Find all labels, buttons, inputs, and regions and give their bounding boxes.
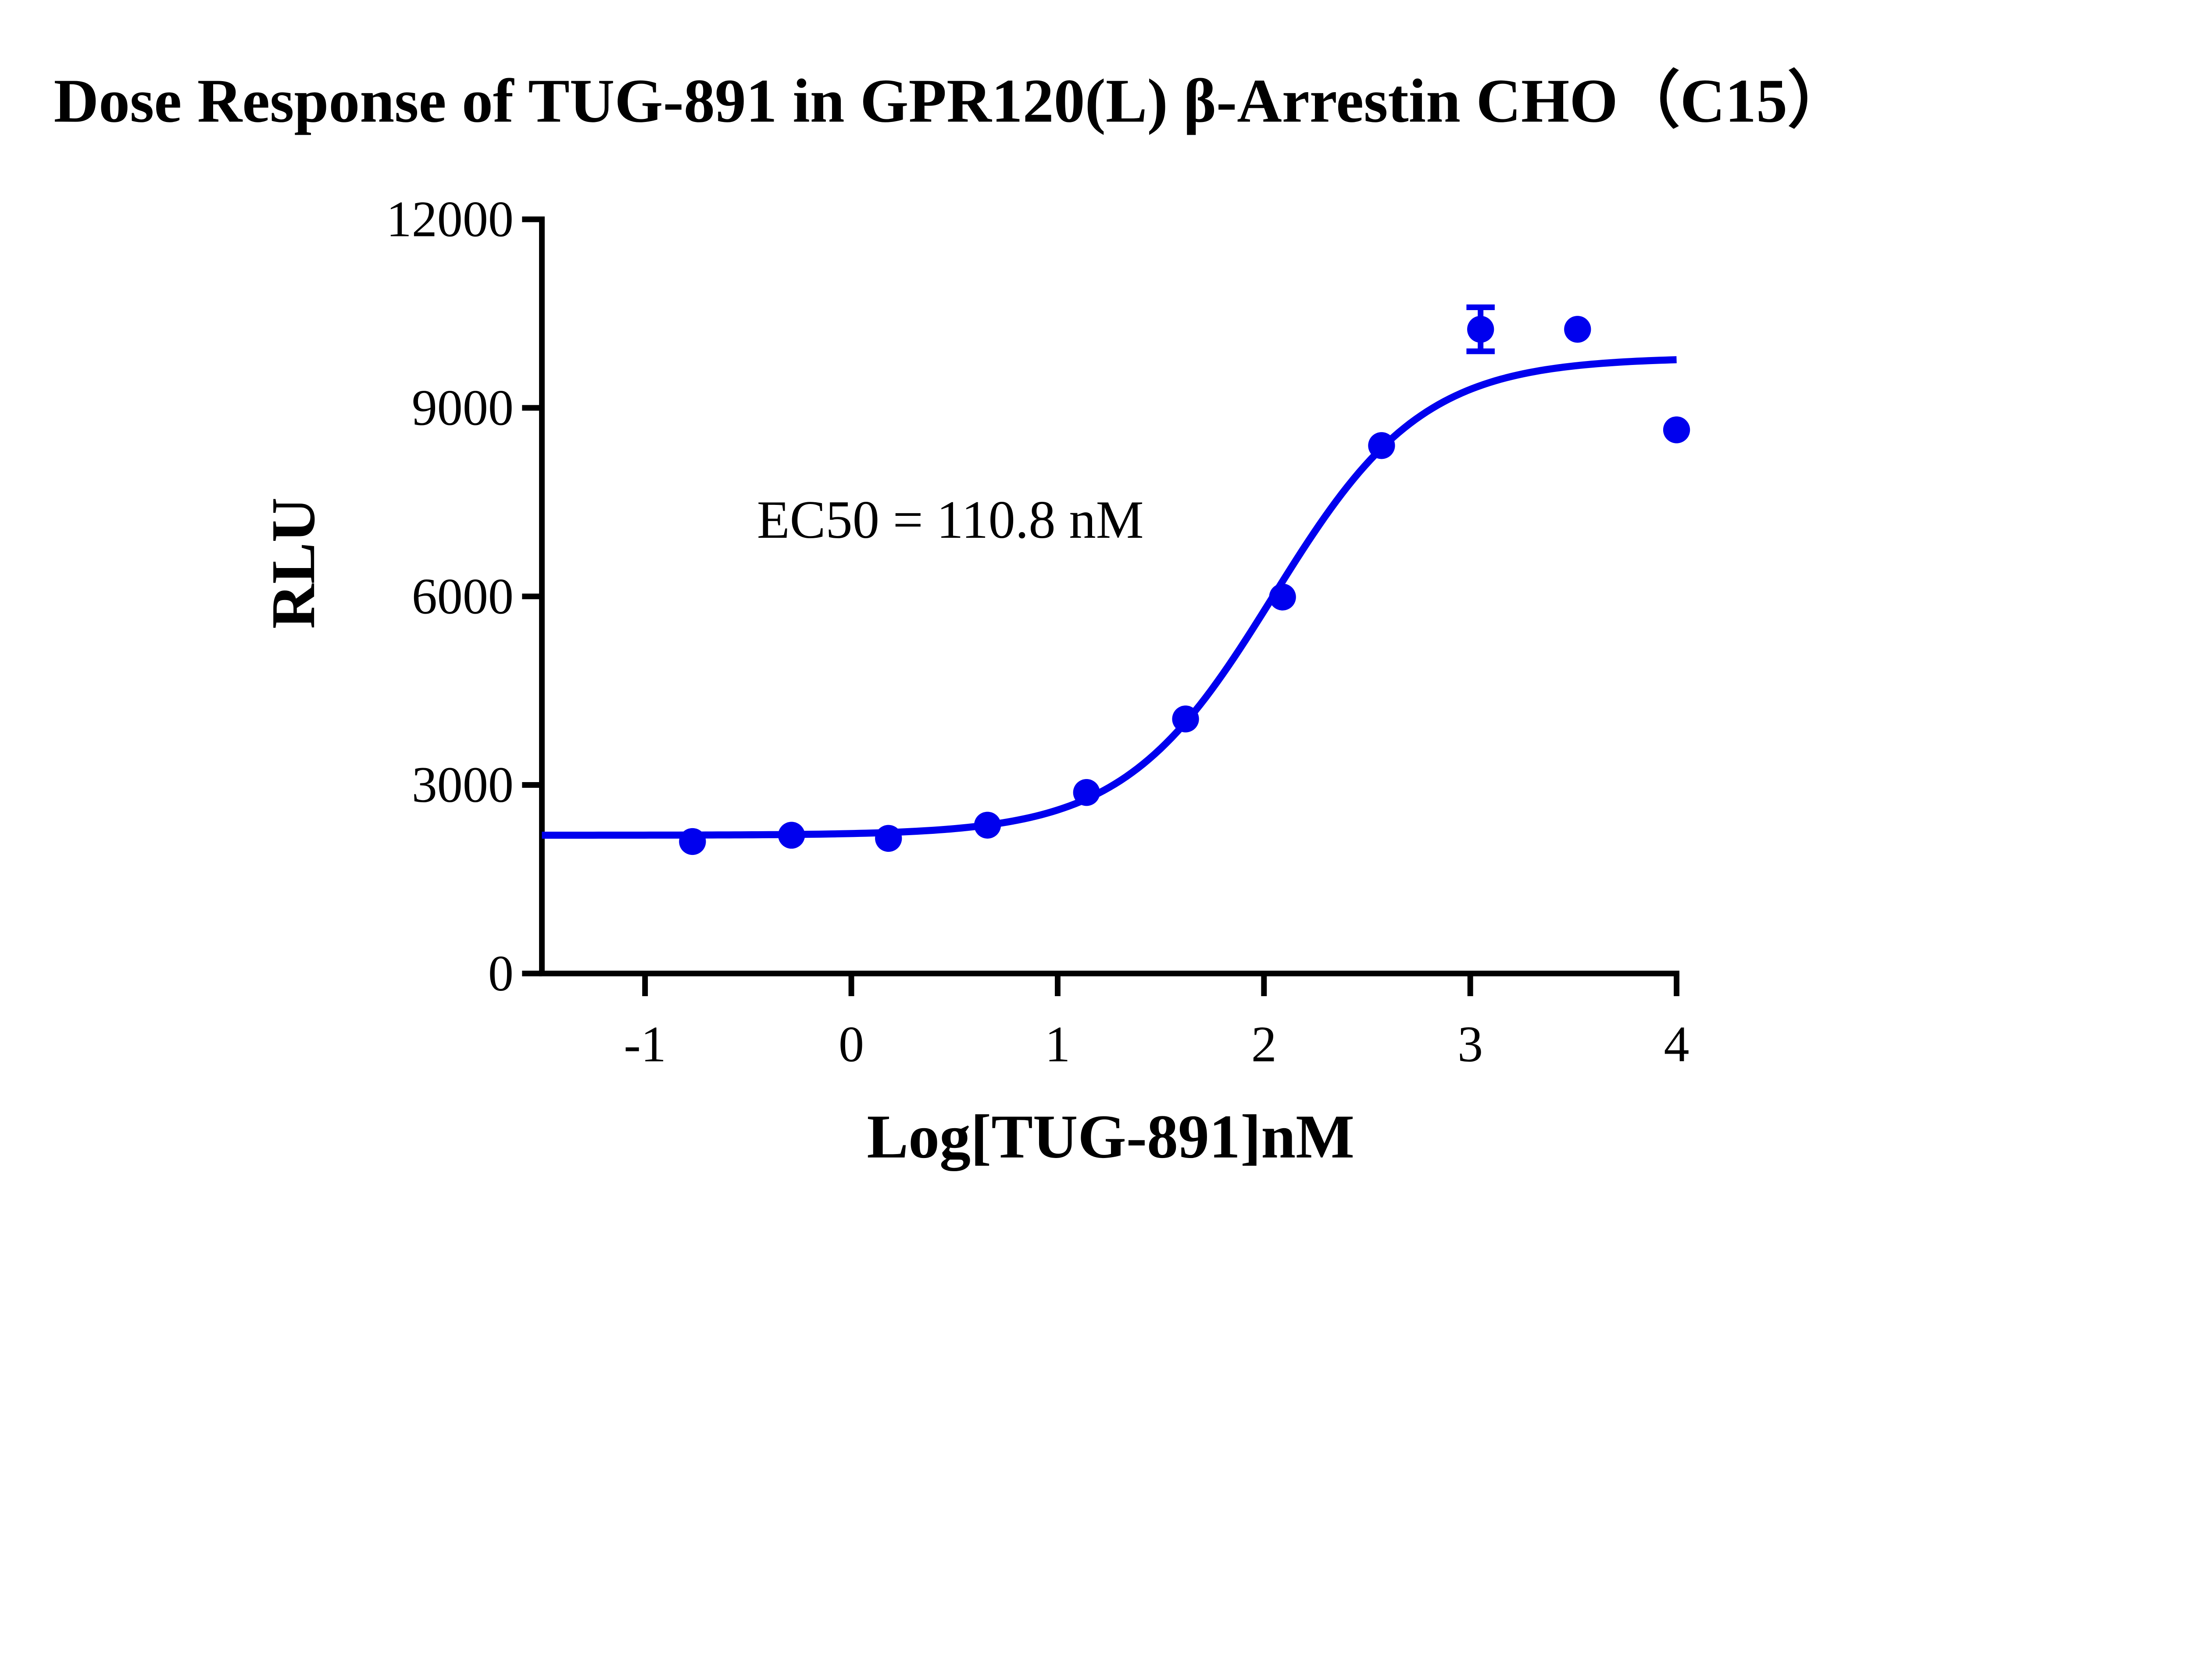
x-tick-label: 1 (1045, 1016, 1070, 1072)
x-tick-label: 4 (1664, 1016, 1689, 1072)
fit-curve (542, 356, 1677, 839)
x-tick-label: 2 (1251, 1016, 1277, 1072)
data-point (1368, 432, 1395, 459)
data-point (1073, 779, 1100, 806)
data-point (875, 825, 902, 852)
chart-title: Dose Response of TUG-891 in GPR120(L) β-… (54, 66, 1850, 135)
y-tick-label: 6000 (412, 568, 514, 625)
data-point (679, 828, 706, 855)
data-point (974, 811, 1001, 839)
data-point (1467, 316, 1494, 343)
y-tick-label: 9000 (412, 380, 514, 436)
data-point (1269, 583, 1296, 611)
y-tick-label: 3000 (412, 757, 514, 813)
data-point (1564, 316, 1591, 343)
data-point (778, 822, 805, 849)
data-point (1663, 416, 1690, 443)
y-tick-label: 12000 (386, 192, 514, 248)
x-tick-label: 0 (839, 1016, 864, 1072)
data-point (1172, 705, 1199, 733)
y-tick-label: 0 (488, 946, 514, 1002)
x-axis-label: Log[TUG-891]nM (867, 1102, 1354, 1171)
x-tick-label: 3 (1457, 1016, 1483, 1072)
dose-response-chart: Dose Response of TUG-891 in GPR120(L) β-… (54, 66, 1850, 1171)
axes: 0 3000 6000 9000 12000 -1 0 1 2 3 4 (386, 192, 1689, 1073)
ec50-annotation: EC50 = 110.8 nM (757, 490, 1144, 550)
y-axis-label: RLU (259, 497, 328, 629)
x-tick-label: -1 (624, 1016, 666, 1072)
data-marks (542, 304, 1690, 855)
